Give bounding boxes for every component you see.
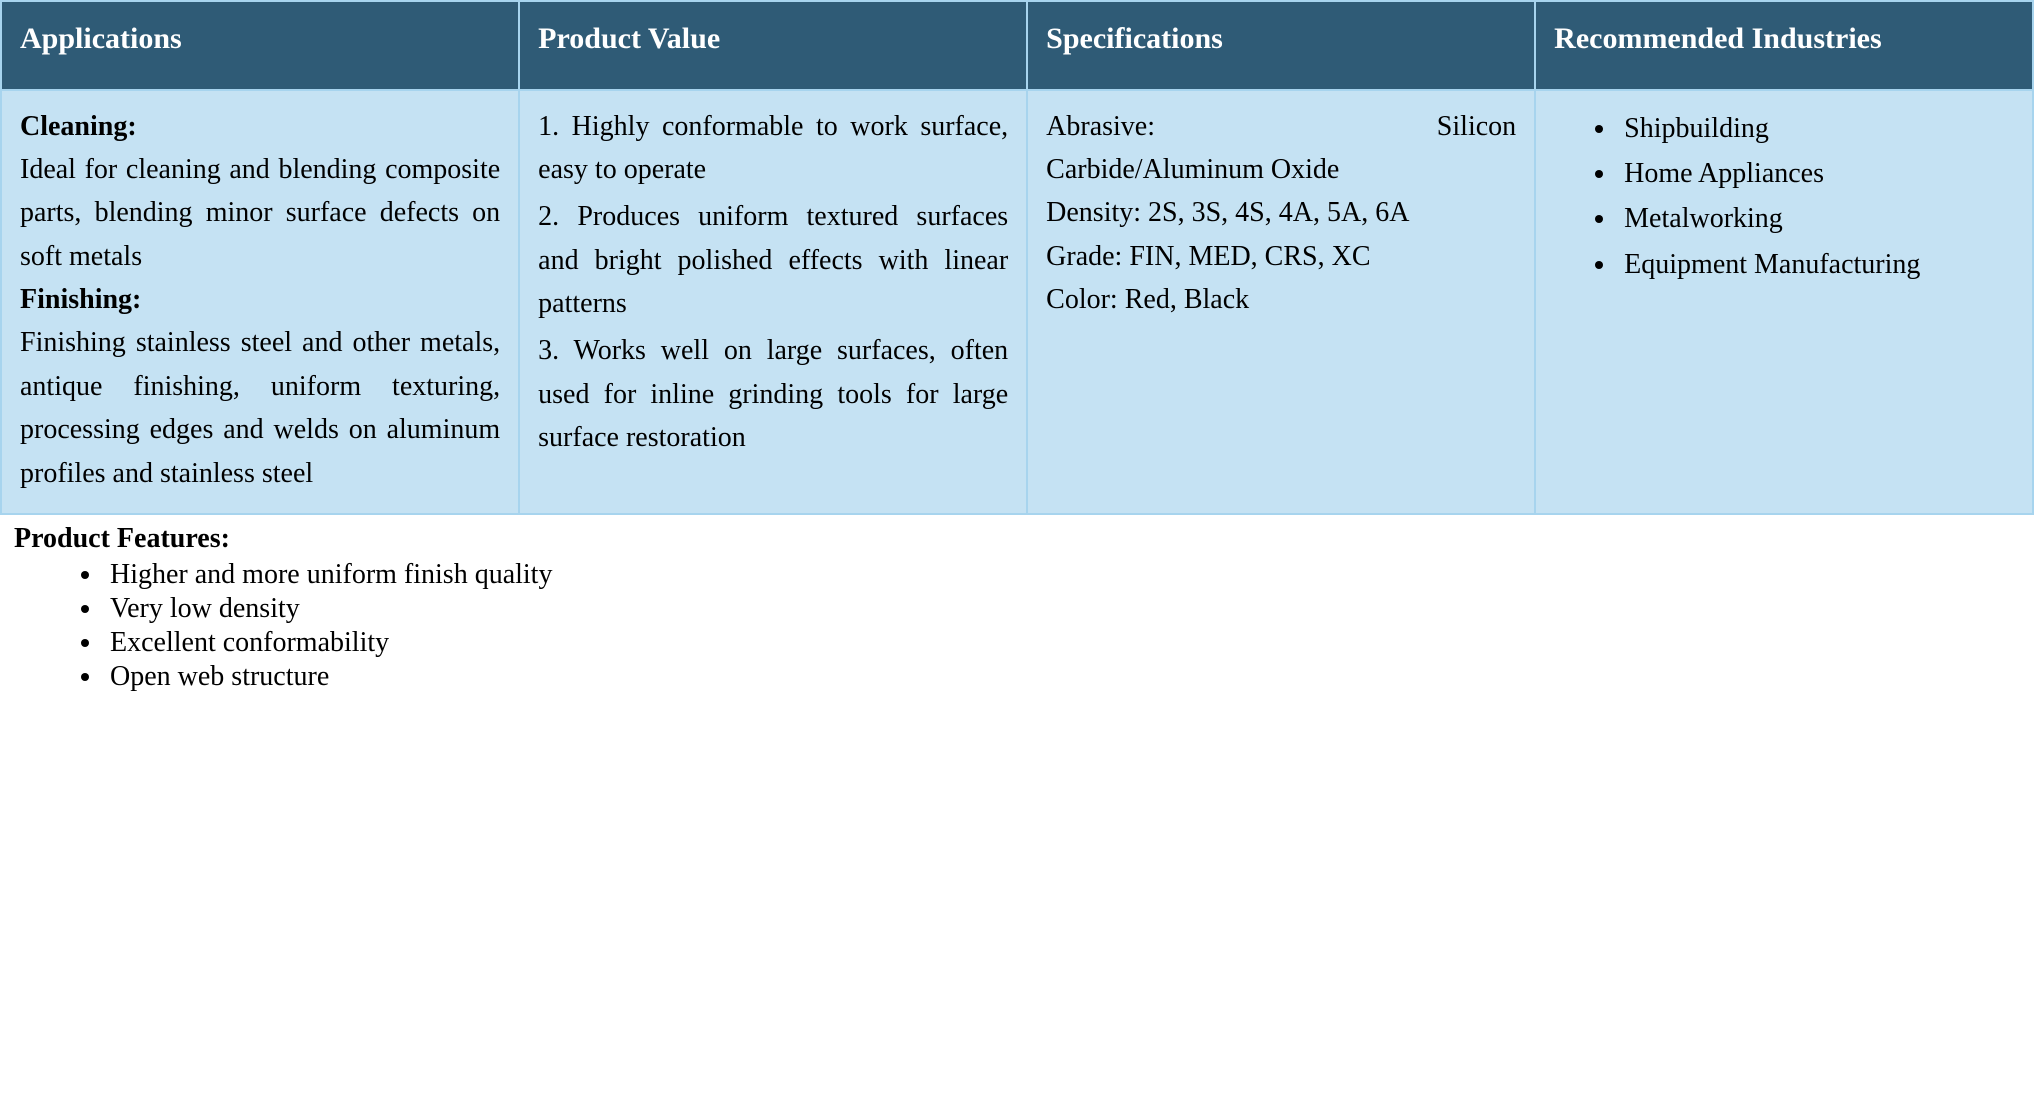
product-value-list: 1. Highly conformable to work surface, e…	[538, 105, 1008, 460]
spec-abrasive-line1: Abrasive: Silicon	[1046, 105, 1516, 148]
product-value-item: 2. Produces uniform textured surfaces an…	[538, 195, 1008, 325]
page-content: Applications Product Value Specification…	[0, 0, 2034, 693]
cell-industries: Shipbuilding Home Appliances Metalworkin…	[1535, 90, 2033, 515]
cell-product-value: 1. Highly conformable to work surface, e…	[519, 90, 1027, 515]
table-row: Cleaning: Ideal for cleaning and blendin…	[1, 90, 2033, 515]
col-header-industries: Recommended Industries	[1535, 1, 2033, 90]
spec-color: Color: Red, Black	[1046, 278, 1516, 321]
industry-item: Metalworking	[1618, 197, 2014, 240]
cell-specifications: Abrasive: Silicon Carbide/Aluminum Oxide…	[1027, 90, 1535, 515]
applications-finishing-text: Finishing stainless steel and other meta…	[20, 327, 500, 488]
feature-item: Very low density	[104, 593, 2034, 625]
industries-list: Shipbuilding Home Appliances Metalworkin…	[1554, 107, 2014, 287]
applications-finishing-label: Finishing:	[20, 284, 141, 315]
product-value-item: 1. Highly conformable to work surface, e…	[538, 105, 1008, 192]
spec-abrasive-line2: Carbide/Aluminum Oxide	[1046, 148, 1516, 191]
cell-applications: Cleaning: Ideal for cleaning and blendin…	[1, 90, 519, 515]
applications-cleaning-text: Ideal for cleaning and blending composit…	[20, 154, 500, 272]
applications-cleaning-label: Cleaning:	[20, 111, 137, 142]
col-header-specifications: Specifications	[1027, 1, 1535, 90]
product-table: Applications Product Value Specification…	[0, 0, 2034, 515]
feature-item: Excellent conformability	[104, 627, 2034, 659]
features-list: Higher and more uniform finish quality V…	[14, 559, 2034, 693]
spec-grade: Grade: FIN, MED, CRS, XC	[1046, 235, 1516, 278]
feature-item: Higher and more uniform finish quality	[104, 559, 2034, 591]
product-value-item: 3. Works well on large surfaces, often u…	[538, 329, 1008, 459]
feature-item: Open web structure	[104, 661, 2034, 693]
col-header-product-value: Product Value	[519, 1, 1027, 90]
col-header-applications: Applications	[1, 1, 519, 90]
product-features-section: Product Features: Higher and more unifor…	[0, 515, 2034, 693]
industry-item: Shipbuilding	[1618, 107, 2014, 150]
features-title: Product Features:	[14, 523, 230, 554]
spec-density: Density: 2S, 3S, 4S, 4A, 5A, 6A	[1046, 191, 1516, 234]
industry-item: Home Appliances	[1618, 152, 2014, 195]
industry-item: Equipment Manufacturing	[1618, 243, 2014, 286]
table-header-row: Applications Product Value Specification…	[1, 1, 2033, 90]
